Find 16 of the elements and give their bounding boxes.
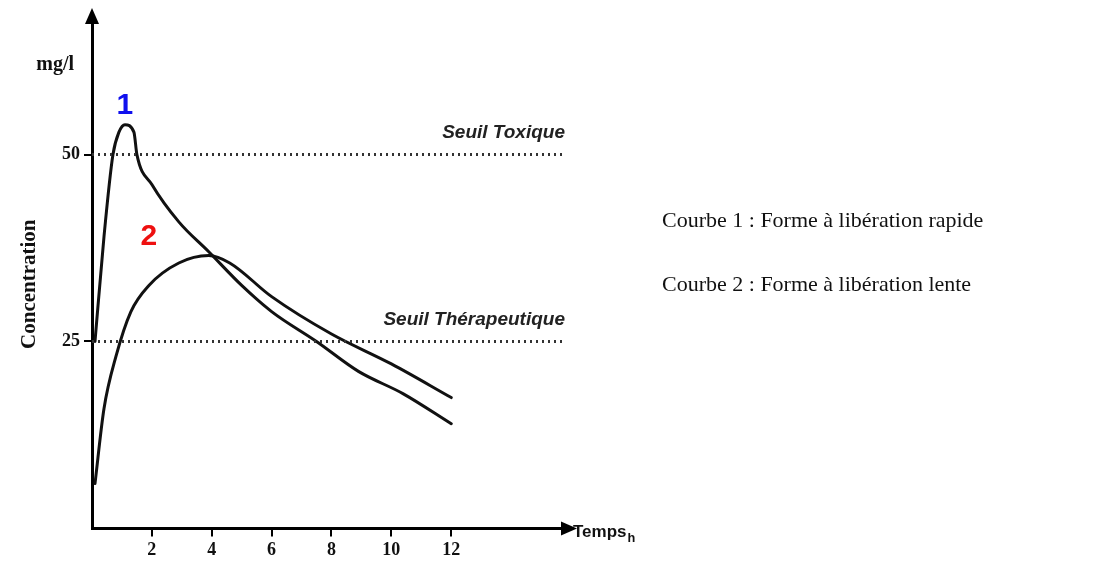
series-label: 2 — [140, 217, 158, 251]
y-axis-title: Concentration — [16, 219, 41, 349]
ref-line-label: Seuil Thérapeutique — [383, 308, 566, 330]
text: Courbe 1 : Forme à libération rapide — [662, 207, 984, 233]
x-tick-label: 8 — [326, 538, 336, 559]
ref-line-label: Seuil Toxique — [442, 121, 566, 143]
x-tick-label: 4 — [207, 538, 217, 559]
x-tick-label: 2 — [147, 538, 157, 559]
text: mg/l — [36, 52, 75, 76]
x-tick-label: 6 — [267, 538, 277, 559]
y-tick-label: 25 — [62, 330, 80, 351]
x-tick-label: 10 — [382, 538, 401, 559]
series-label: 1 — [116, 86, 134, 120]
text: Courbe 2 : Forme à libération lente — [662, 271, 973, 297]
x-tick-label: 12 — [442, 538, 461, 559]
y-tick-label: 50 — [62, 143, 80, 164]
